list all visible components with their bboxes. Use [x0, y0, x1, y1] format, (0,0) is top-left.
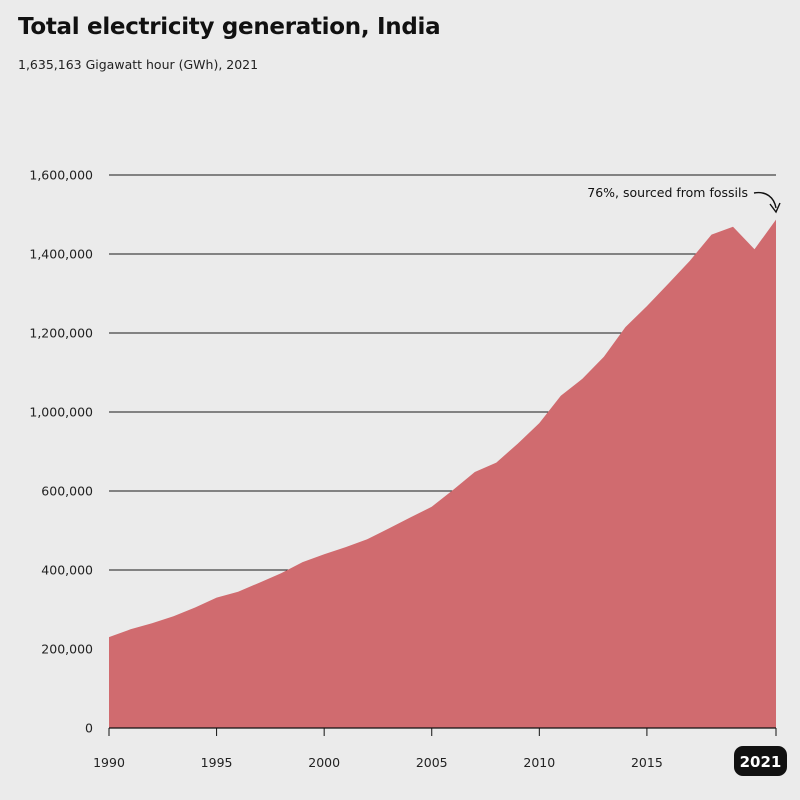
- generation-area: [109, 219, 776, 728]
- y-tick-label: 1,000,000: [29, 405, 93, 420]
- y-tick-label: 1,600,000: [29, 168, 93, 183]
- x-tick-label: 2005: [416, 755, 448, 770]
- annotation-arrow-icon: [753, 191, 777, 209]
- annotation-arrowhead-icon: [769, 202, 781, 214]
- x-tick-label: 2010: [523, 755, 555, 770]
- x-tick-label: 1990: [93, 755, 125, 770]
- x-tick-label: 1995: [201, 755, 233, 770]
- chart-title: Total electricity generation, India: [18, 14, 441, 40]
- y-tick-label: 1,400,000: [29, 247, 93, 262]
- x-tick-label: 2015: [631, 755, 663, 770]
- highlight-year-label: 2021: [740, 753, 782, 771]
- y-tick-label: 0: [85, 721, 93, 736]
- fossil-annotation: 76%, sourced from fossils: [587, 185, 748, 200]
- y-tick-label: 1,200,000: [29, 326, 93, 341]
- highlight-year-badge: [734, 746, 787, 776]
- y-tick-label: 200,000: [41, 642, 93, 657]
- y-tick-label: 400,000: [41, 563, 93, 578]
- x-tick-label: 2000: [308, 755, 340, 770]
- chart-subtitle: 1,635,163 Gigawatt hour (GWh), 2021: [18, 57, 259, 72]
- y-tick-label: 600,000: [41, 484, 93, 499]
